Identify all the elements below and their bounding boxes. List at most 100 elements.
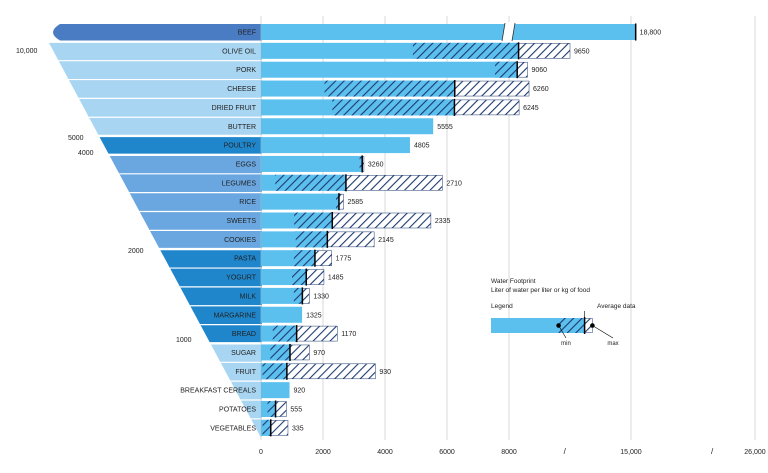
axis-break-mark: / <box>564 447 567 456</box>
bar-average <box>261 382 290 399</box>
x-tick-label: 6000 <box>439 449 455 456</box>
bar-range-low <box>324 80 455 97</box>
bar-break-mark <box>511 22 516 42</box>
bar-row-beef: BEEF 18,800 <box>238 24 661 40</box>
legend-subtitle: Liter of water per liter or kg of food <box>491 287 590 294</box>
legend-max-label: max <box>607 341 618 347</box>
category-label: RICE <box>239 199 256 206</box>
value-label: 18,800 <box>640 30 662 37</box>
bar-average <box>261 24 636 40</box>
funnel-band <box>160 250 262 343</box>
value-label: 1170 <box>341 331 356 338</box>
value-label: 9650 <box>574 48 590 55</box>
value-label: 555 <box>290 407 302 414</box>
category-label: OLIVE OIL <box>222 48 256 55</box>
bar-range-high <box>518 43 571 59</box>
funnel-level-label: 1000 <box>176 337 192 344</box>
legend-title: Water Footprint <box>491 278 536 285</box>
funnel-band <box>210 344 262 437</box>
bar-row-dried-fruit: DRIED FRUIT 6245 <box>212 98 539 116</box>
bar-range-low <box>336 193 339 210</box>
bar-row-butter: BUTTER 5555 <box>228 118 453 135</box>
bar-range-high <box>275 401 287 417</box>
category-label: VEGETABLES <box>210 425 256 432</box>
bar-row-rice: RICE 2585 <box>239 193 363 211</box>
bar-range-low <box>267 401 276 417</box>
bar-row-potatoes: POTATOES 555 <box>219 400 302 418</box>
bar-range-high <box>286 363 376 380</box>
bar-range-low <box>495 61 518 78</box>
bars-group: BEEF 18,800 OLIVE OIL 9650 PORK 9060 CHEESE 626… <box>180 22 661 437</box>
bar-range-low <box>262 363 287 380</box>
bar-range-high <box>332 212 432 229</box>
value-label: 9060 <box>531 67 547 74</box>
bar-average <box>261 118 434 135</box>
bar-range-low <box>359 155 363 172</box>
funnel-level-label: 5000 <box>68 135 84 142</box>
category-label: POULTRY <box>224 143 257 150</box>
x-tick-label: 4000 <box>377 449 393 456</box>
funnel-level-label: 2000 <box>128 248 144 255</box>
value-label: 2145 <box>378 237 394 244</box>
value-label: 1485 <box>328 275 344 282</box>
bar-row-breakfast-cereals: BREAKFAST CEREALS 920 <box>180 382 306 399</box>
bar-row-yogurt: YOGURT 1485 <box>226 268 344 286</box>
bar-row-fruit: FRUIT 930 <box>235 362 391 380</box>
value-label: 335 <box>292 425 304 432</box>
legend: Water Footprint Liter of water per liter… <box>491 278 636 347</box>
bar-range-low <box>292 269 307 286</box>
bar-row-bread: BREAD 1170 <box>232 325 356 343</box>
x-tick-label: 2000 <box>315 449 331 456</box>
bar-range-low <box>293 250 315 267</box>
bar-range-high <box>345 175 443 191</box>
value-label: 4805 <box>414 143 430 150</box>
bar-range-low <box>262 419 271 436</box>
funnel-band <box>48 42 263 135</box>
category-label: BREAKFAST CEREALS <box>180 388 256 395</box>
funnel-band <box>109 155 262 248</box>
bar-range-high <box>296 325 338 342</box>
bar-range-high <box>327 231 375 248</box>
bar-row-milk: MILK 1330 <box>240 287 329 305</box>
category-label: SUGAR <box>231 350 256 357</box>
bar-range-high <box>289 344 310 361</box>
value-label: 2710 <box>446 180 462 187</box>
category-label: CHEESE <box>227 86 256 93</box>
legend-label: Legend <box>491 303 513 310</box>
x-tick-label: 26,000 <box>744 449 766 456</box>
funnel-band <box>53 24 262 41</box>
category-label: SWEETS <box>226 218 256 225</box>
value-label: 2585 <box>347 199 363 206</box>
x-axis: 0 2000 4000 6000 8000 15,000 26,000 / / <box>259 447 766 456</box>
bar-average <box>261 155 363 172</box>
x-tick-label: 8000 <box>501 449 517 456</box>
value-label: 1330 <box>313 293 329 300</box>
bar-break-mark <box>501 22 506 42</box>
bar-row-vegetables: VEGETABLES 335 <box>210 419 304 437</box>
bar-range-low <box>332 99 455 116</box>
bar-range-high <box>306 269 325 285</box>
bar-average <box>261 61 518 78</box>
bar-average <box>261 137 410 154</box>
value-label: 920 <box>294 388 306 395</box>
bar-row-eggs: EGGS 3260 <box>236 155 384 173</box>
category-label: MARGARINE <box>214 312 257 319</box>
category-label: BUTTER <box>228 124 256 131</box>
category-label: BEEF <box>238 30 256 37</box>
category-label: EGGS <box>236 161 257 168</box>
bar-row-poultry: POULTRY 4805 <box>224 137 430 154</box>
x-tick-label: 15,000 <box>620 449 642 456</box>
bar-row-cookies: COOKIES 2145 <box>224 230 394 248</box>
category-label: PASTA <box>234 256 256 263</box>
bar-range-low <box>294 212 333 229</box>
legend-sample-range <box>558 318 585 333</box>
bar-range-high <box>454 80 530 97</box>
axis-break-mark: / <box>711 447 714 456</box>
x-tick-label: 0 <box>259 449 263 456</box>
legend-min-pointer <box>558 325 567 339</box>
bar-range-low <box>270 344 290 361</box>
category-label: LEGUMES <box>222 180 257 187</box>
category-label: MILK <box>240 293 257 300</box>
bar-row-margarine: MARGARINE 1325 <box>214 306 322 323</box>
